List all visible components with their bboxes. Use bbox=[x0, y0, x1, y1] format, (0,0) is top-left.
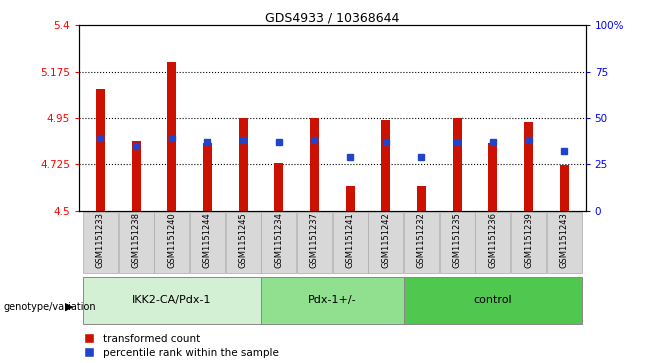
FancyBboxPatch shape bbox=[403, 277, 582, 324]
Text: GSM1151240: GSM1151240 bbox=[167, 212, 176, 268]
Bar bbox=[167, 62, 176, 211]
Bar bbox=[310, 118, 319, 211]
FancyBboxPatch shape bbox=[154, 212, 190, 273]
Bar bbox=[345, 186, 355, 211]
Text: GSM1151239: GSM1151239 bbox=[524, 212, 533, 268]
Text: GSM1151236: GSM1151236 bbox=[488, 212, 497, 268]
FancyBboxPatch shape bbox=[333, 212, 368, 273]
FancyBboxPatch shape bbox=[82, 277, 261, 324]
FancyBboxPatch shape bbox=[440, 212, 474, 273]
Text: GSM1151235: GSM1151235 bbox=[453, 212, 462, 268]
FancyBboxPatch shape bbox=[475, 212, 511, 273]
Text: ▶: ▶ bbox=[64, 302, 73, 312]
FancyBboxPatch shape bbox=[511, 212, 546, 273]
Legend: transformed count, percentile rank within the sample: transformed count, percentile rank withi… bbox=[84, 334, 279, 358]
Text: GSM1151238: GSM1151238 bbox=[132, 212, 141, 268]
Text: GSM1151234: GSM1151234 bbox=[274, 212, 284, 268]
Text: IKK2-CA/Pdx-1: IKK2-CA/Pdx-1 bbox=[132, 295, 211, 305]
Text: GSM1151243: GSM1151243 bbox=[560, 212, 569, 268]
FancyBboxPatch shape bbox=[261, 277, 403, 324]
FancyBboxPatch shape bbox=[547, 212, 582, 273]
Bar bbox=[382, 120, 390, 211]
Text: GSM1151244: GSM1151244 bbox=[203, 212, 212, 268]
FancyBboxPatch shape bbox=[226, 212, 261, 273]
Bar bbox=[203, 143, 212, 211]
Bar bbox=[96, 89, 105, 211]
FancyBboxPatch shape bbox=[404, 212, 439, 273]
Bar bbox=[132, 140, 141, 211]
Bar bbox=[488, 143, 497, 211]
FancyBboxPatch shape bbox=[297, 212, 332, 273]
Bar bbox=[453, 118, 462, 211]
Bar bbox=[417, 186, 426, 211]
Text: GSM1151237: GSM1151237 bbox=[310, 212, 319, 268]
Bar bbox=[524, 122, 533, 211]
FancyBboxPatch shape bbox=[368, 212, 403, 273]
Text: GSM1151242: GSM1151242 bbox=[381, 212, 390, 268]
Text: control: control bbox=[474, 295, 512, 305]
Text: GSM1151233: GSM1151233 bbox=[96, 212, 105, 268]
FancyBboxPatch shape bbox=[190, 212, 225, 273]
Text: Pdx-1+/-: Pdx-1+/- bbox=[308, 295, 357, 305]
FancyBboxPatch shape bbox=[118, 212, 153, 273]
FancyBboxPatch shape bbox=[83, 212, 118, 273]
Text: GSM1151241: GSM1151241 bbox=[345, 212, 355, 268]
Text: genotype/variation: genotype/variation bbox=[3, 302, 96, 312]
Text: GSM1151245: GSM1151245 bbox=[239, 212, 247, 268]
Bar bbox=[560, 165, 569, 211]
Title: GDS4933 / 10368644: GDS4933 / 10368644 bbox=[265, 11, 399, 24]
FancyBboxPatch shape bbox=[261, 212, 296, 273]
Bar bbox=[274, 163, 283, 211]
Text: GSM1151232: GSM1151232 bbox=[417, 212, 426, 268]
Bar bbox=[239, 118, 247, 211]
